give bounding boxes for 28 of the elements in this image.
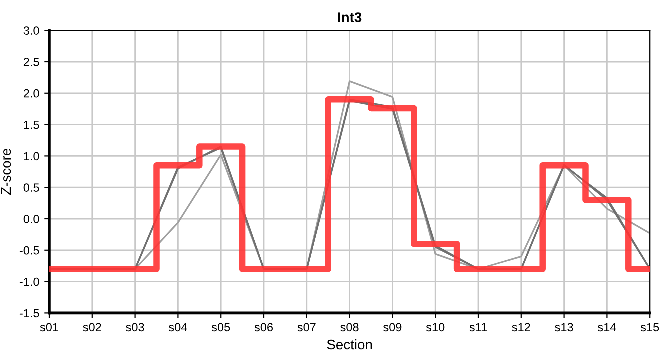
y-tick-label: -1.5: [20, 309, 40, 318]
y-tick-label: 0.5: [24, 184, 40, 192]
y-tick-label: 0.0: [24, 215, 40, 224]
chart-title: Int3: [338, 12, 362, 22]
x-tick-label: s09: [384, 323, 402, 332]
x-tick-label: s08: [340, 323, 359, 332]
x-tick-label: s13: [555, 323, 574, 332]
y-tick-label: 2.0: [24, 89, 40, 98]
x-tick-label: s10: [426, 323, 445, 332]
y-tick-label: 3.0: [24, 26, 40, 35]
x-axis-title: Section: [327, 339, 372, 350]
y-tick-label: -0.5: [20, 246, 40, 255]
x-tick-label: s01: [40, 323, 58, 332]
x-tick-label: s15: [640, 323, 660, 332]
x-tick-label: s12: [512, 323, 530, 332]
x-tick-label: s07: [298, 323, 316, 332]
y-tick-label: -1.0: [20, 278, 40, 286]
y-axis-title: Z-score: [1, 148, 12, 195]
x-tick-label: s03: [126, 323, 144, 332]
x-tick-label: s05: [212, 323, 230, 332]
x-tick-label: s02: [83, 323, 102, 332]
y-tick-label: 1.5: [24, 120, 40, 130]
x-tick-label: s14: [598, 323, 616, 332]
x-tick-label: s04: [169, 323, 188, 332]
y-tick-label: 2.5: [24, 58, 40, 66]
x-tick-label: s06: [254, 323, 273, 332]
x-tick-label: s11: [470, 323, 488, 332]
y-tick-label: 1.0: [24, 152, 40, 161]
